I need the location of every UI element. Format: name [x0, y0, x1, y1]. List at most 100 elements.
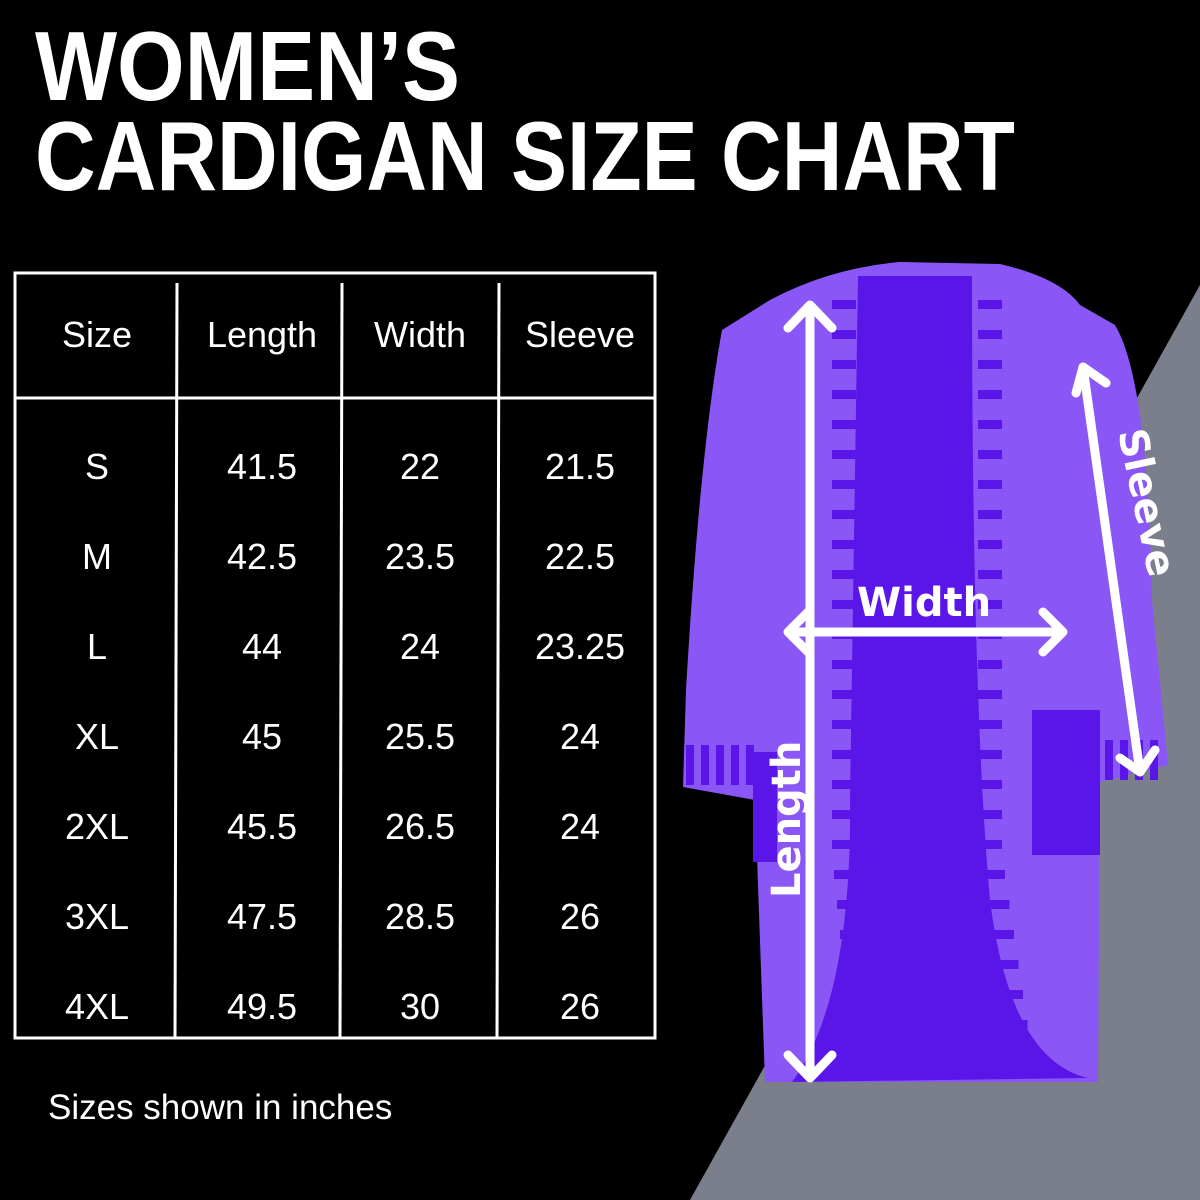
knit-stripe [978, 840, 1002, 849]
knit-stripe [990, 930, 1014, 939]
size-cell: L [87, 626, 107, 667]
knit-stripe [994, 960, 1019, 969]
knit-stripe [832, 540, 856, 549]
knit-stripe [832, 420, 856, 429]
knit-stripe [978, 690, 1002, 699]
knit-stripe [978, 330, 1002, 339]
knit-stripe [978, 660, 1002, 669]
knit-stripe [978, 300, 1002, 309]
measurement-cell: 23.5 [385, 536, 455, 577]
knit-stripe [981, 870, 1005, 879]
pocket [1032, 710, 1100, 855]
knit-stripe [832, 480, 856, 489]
column-header: Length [207, 314, 317, 355]
measurement-cell: 44 [242, 626, 282, 667]
measurement-cell: 30 [400, 986, 440, 1027]
measurement-cell: 26.5 [385, 806, 455, 847]
knit-stripe [843, 960, 867, 969]
column-header: Size [62, 314, 132, 355]
knit-stripe [978, 480, 1002, 489]
knit-stripe [978, 750, 1002, 759]
knit-stripe [978, 510, 1002, 519]
size-cell: M [82, 536, 112, 577]
width-label: Width [857, 580, 991, 626]
cuff-stripe [716, 745, 724, 785]
measurement-cell: 41.5 [227, 446, 297, 487]
knit-stripe [978, 450, 1002, 459]
size-cell: XL [75, 716, 119, 757]
column-divider [173, 282, 179, 1039]
knit-stripe [832, 720, 856, 729]
size-cell: S [85, 446, 109, 487]
knit-stripe [840, 930, 864, 939]
cuff-stripe [731, 745, 739, 785]
knit-stripe [846, 990, 870, 999]
measurement-cell: 23.25 [535, 626, 625, 667]
measurement-cell: 47.5 [227, 896, 297, 937]
knit-stripe [978, 570, 1002, 579]
width-arrow [783, 607, 1068, 657]
measurement-cell: 26 [560, 986, 600, 1027]
knit-stripe [978, 420, 1002, 429]
knit-stripe [832, 510, 856, 519]
knit-stripe [1003, 1020, 1028, 1029]
knit-stripe [832, 660, 856, 669]
measurement-cell: 28.5 [385, 896, 455, 937]
size-cell: 4XL [65, 986, 129, 1027]
pocket [753, 752, 777, 862]
measurement-cell: 42.5 [227, 536, 297, 577]
knit-stripe [832, 810, 856, 819]
title-line-2: CARDIGAN SIZE CHART [35, 101, 1015, 211]
knit-stripe [999, 990, 1023, 999]
knit-stripe [978, 390, 1002, 399]
column-header: Sleeve [525, 314, 635, 355]
measurement-cell: 21.5 [545, 446, 615, 487]
measurement-cell: 45.5 [227, 806, 297, 847]
cuff-stripe [746, 745, 754, 785]
table-border [13, 271, 657, 1040]
measurement-cell: 24 [400, 626, 440, 667]
size-cell: 3XL [65, 896, 129, 937]
measurement-cell: 45 [242, 716, 282, 757]
measurement-cell: 22.5 [545, 536, 615, 577]
length-arrow [783, 300, 837, 1083]
knit-stripe [978, 360, 1002, 369]
cuff-stripe [1150, 740, 1158, 780]
knit-stripe [978, 780, 1002, 789]
knit-stripe [978, 540, 1002, 549]
column-header: Width [374, 314, 466, 355]
knit-stripe [832, 360, 856, 369]
footer-note: Sizes shown in inches [48, 1088, 392, 1127]
column-divider [338, 282, 344, 1039]
knit-stripe [832, 690, 856, 699]
size-cell: 2XL [65, 806, 129, 847]
sleeve-arrow [1071, 362, 1160, 777]
knit-stripe [832, 300, 856, 309]
knit-stripe [832, 570, 856, 579]
knit-stripe [832, 750, 856, 759]
knit-stripe [832, 600, 856, 609]
knit-stripe [832, 330, 856, 339]
knit-stripe [834, 870, 858, 879]
knit-stripe [837, 900, 861, 909]
measurement-cell: 25.5 [385, 716, 455, 757]
measurement-cell: 24 [560, 716, 600, 757]
knit-stripe [832, 450, 856, 459]
title-line-1: WOMEN’S [35, 11, 460, 121]
knit-stripe [832, 780, 856, 789]
measurement-cell: 24 [560, 806, 600, 847]
measurement-cell: 26 [560, 896, 600, 937]
length-label: Length [764, 741, 810, 898]
knit-stripe [978, 600, 1002, 609]
knit-stripe [978, 720, 1002, 729]
knit-stripe [849, 1020, 873, 1029]
cardigan-opening [792, 276, 1088, 1082]
column-divider [495, 282, 501, 1039]
knit-stripe [832, 390, 856, 399]
measurement-cell: 49.5 [227, 986, 297, 1027]
cardigan-illustration [683, 262, 1168, 1082]
knit-stripe [832, 840, 856, 849]
knit-stripe [985, 900, 1010, 909]
size-table: Size Length Width Sleeve S 41.5 22 21.5 M 42.5 23.… [13, 271, 657, 1040]
cuff-stripe [701, 745, 709, 785]
